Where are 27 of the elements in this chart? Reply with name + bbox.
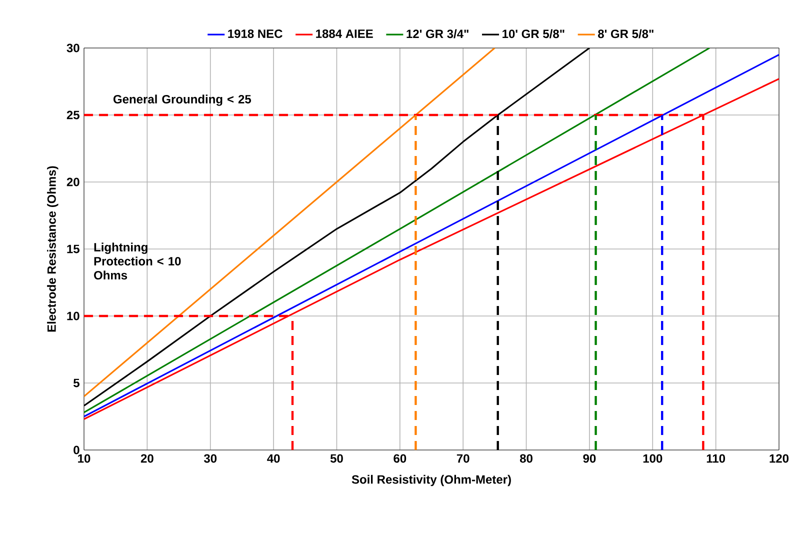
x-tick-label: 100 [643,454,662,463]
y-axis-title: Electrode Resistance (Ohms) [47,166,58,332]
y-tick-label: 30 [66,44,80,52]
legend-label: 8' GR 5/8" [598,29,654,38]
x-tick-label: 80 [520,454,532,463]
y-tick-label: 25 [66,110,80,120]
x-tick-label: 20 [140,454,154,463]
x-axis-title: Soil Resistivity (Ohm-Meter) [352,474,511,486]
legend-label: 12' GR 3/4" [406,29,468,38]
y-tick-label: 5 [74,378,80,388]
y-tick-label: 10 [67,312,80,320]
x-tick-label: 90 [583,454,596,463]
x-tick-label: 60 [394,454,406,463]
x-tick-label: 70 [456,454,470,463]
annotation: General Grounding < 25 [113,94,252,106]
x-tick-label: 40 [267,454,280,463]
y-tick-label: 20 [66,178,80,186]
x-tick-label: 50 [330,454,343,463]
legend-label: 10' GR 5/8" [502,29,564,38]
y-tick-label: 15 [67,244,80,254]
legend-label: 1884 AIEE [316,29,373,38]
x-tick-label: 30 [204,454,217,463]
legend-label: 1918 NEC [228,29,282,38]
annotation: Lightning Protection < 10 Ohms [94,242,181,280]
x-tick-label: 110 [706,454,726,463]
x-tick-label: 120 [770,454,789,463]
y-tick-label: 0 [74,446,80,454]
